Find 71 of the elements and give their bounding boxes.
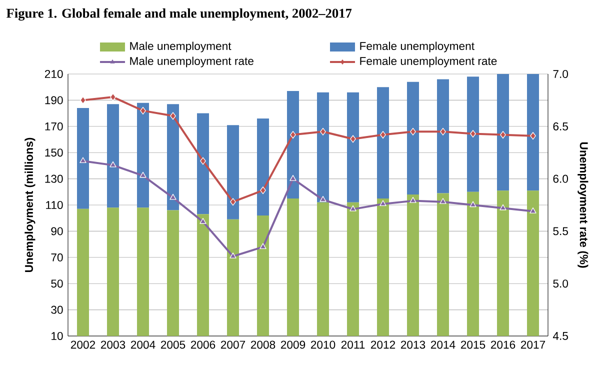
point bbox=[500, 204, 506, 210]
x-tick-label: 2017 bbox=[520, 340, 546, 349]
point bbox=[440, 198, 446, 204]
point bbox=[440, 128, 446, 136]
x-tick-label: 2010 bbox=[310, 340, 336, 349]
y-tick-label: 70 bbox=[51, 253, 63, 262]
point bbox=[320, 128, 326, 136]
point bbox=[200, 157, 206, 165]
point bbox=[200, 218, 206, 224]
point bbox=[380, 130, 386, 139]
y-tick-label: 210 bbox=[44, 70, 63, 78]
point bbox=[110, 93, 116, 101]
x-tick-label: 2015 bbox=[460, 340, 486, 349]
point bbox=[410, 128, 416, 136]
legend-label: Male unemployment bbox=[130, 42, 232, 52]
point bbox=[80, 157, 86, 164]
y2-tick-label: 5.5 bbox=[553, 227, 568, 236]
point bbox=[260, 186, 266, 194]
x-tick-label: 2013 bbox=[400, 340, 426, 349]
point bbox=[290, 130, 296, 139]
point bbox=[500, 130, 506, 139]
point bbox=[140, 172, 146, 178]
point bbox=[170, 112, 176, 120]
y-tick-label: 50 bbox=[51, 280, 63, 288]
point bbox=[230, 198, 236, 206]
point bbox=[530, 207, 536, 214]
x-tick-label: 2014 bbox=[430, 340, 456, 349]
y2-tick-label: 4.5 bbox=[552, 332, 568, 340]
point bbox=[170, 194, 176, 200]
x-tick-label: 2007 bbox=[220, 340, 246, 349]
y-tick-label: 170 bbox=[45, 122, 63, 130]
point bbox=[320, 196, 326, 202]
x-tick-label: 2005 bbox=[160, 340, 186, 349]
point bbox=[290, 175, 296, 181]
legend-label: Female unemployment bbox=[360, 42, 474, 52]
point bbox=[350, 135, 356, 143]
y2-axis-title: Unemployment rate (%) bbox=[578, 142, 588, 268]
x-tick-label: 2002 bbox=[70, 340, 96, 349]
y2-tick-label: 7.0 bbox=[553, 70, 568, 78]
x-tick-label: 2012 bbox=[370, 340, 396, 349]
x-tick-label: 2011 bbox=[341, 340, 365, 349]
x-tick-label: 2006 bbox=[190, 340, 216, 349]
point bbox=[470, 130, 476, 138]
y-tick-label: 130 bbox=[45, 174, 63, 183]
y-tick-label: 30 bbox=[51, 306, 63, 314]
y-tick-label: 110 bbox=[46, 200, 63, 210]
x-tick-label: 2009 bbox=[280, 340, 306, 349]
x-tick-label: 2008 bbox=[250, 340, 276, 349]
point bbox=[380, 200, 386, 206]
point bbox=[470, 201, 476, 208]
x-tick-label: 2004 bbox=[130, 340, 156, 349]
legend-label: Female unemployment rate bbox=[360, 56, 497, 68]
x-tick-label: 2016 bbox=[490, 340, 516, 349]
y-tick-label: 150 bbox=[45, 148, 63, 157]
y2-tick-label: 6.5 bbox=[553, 122, 568, 130]
y-axis-title: Unemployment (millions) bbox=[24, 138, 36, 272]
y2-tick-label: 5.0 bbox=[553, 280, 568, 288]
y-tick-label: 90 bbox=[51, 227, 63, 236]
point bbox=[350, 205, 356, 212]
x-tick-label: 2003 bbox=[100, 340, 126, 349]
y-tick-label: 190 bbox=[45, 96, 63, 104]
chart-title: Figure 1. Global female and male unemployment, 2002–2017 bbox=[6, 8, 352, 21]
point bbox=[230, 252, 236, 258]
point bbox=[530, 132, 536, 140]
point bbox=[110, 161, 116, 168]
point bbox=[140, 106, 146, 114]
point bbox=[260, 243, 266, 249]
y2-tick-label: 6.0 bbox=[553, 174, 568, 183]
y-tick-label: 10 bbox=[52, 332, 63, 340]
point bbox=[410, 197, 416, 203]
legend-label: Male unemployment rate bbox=[130, 56, 254, 68]
